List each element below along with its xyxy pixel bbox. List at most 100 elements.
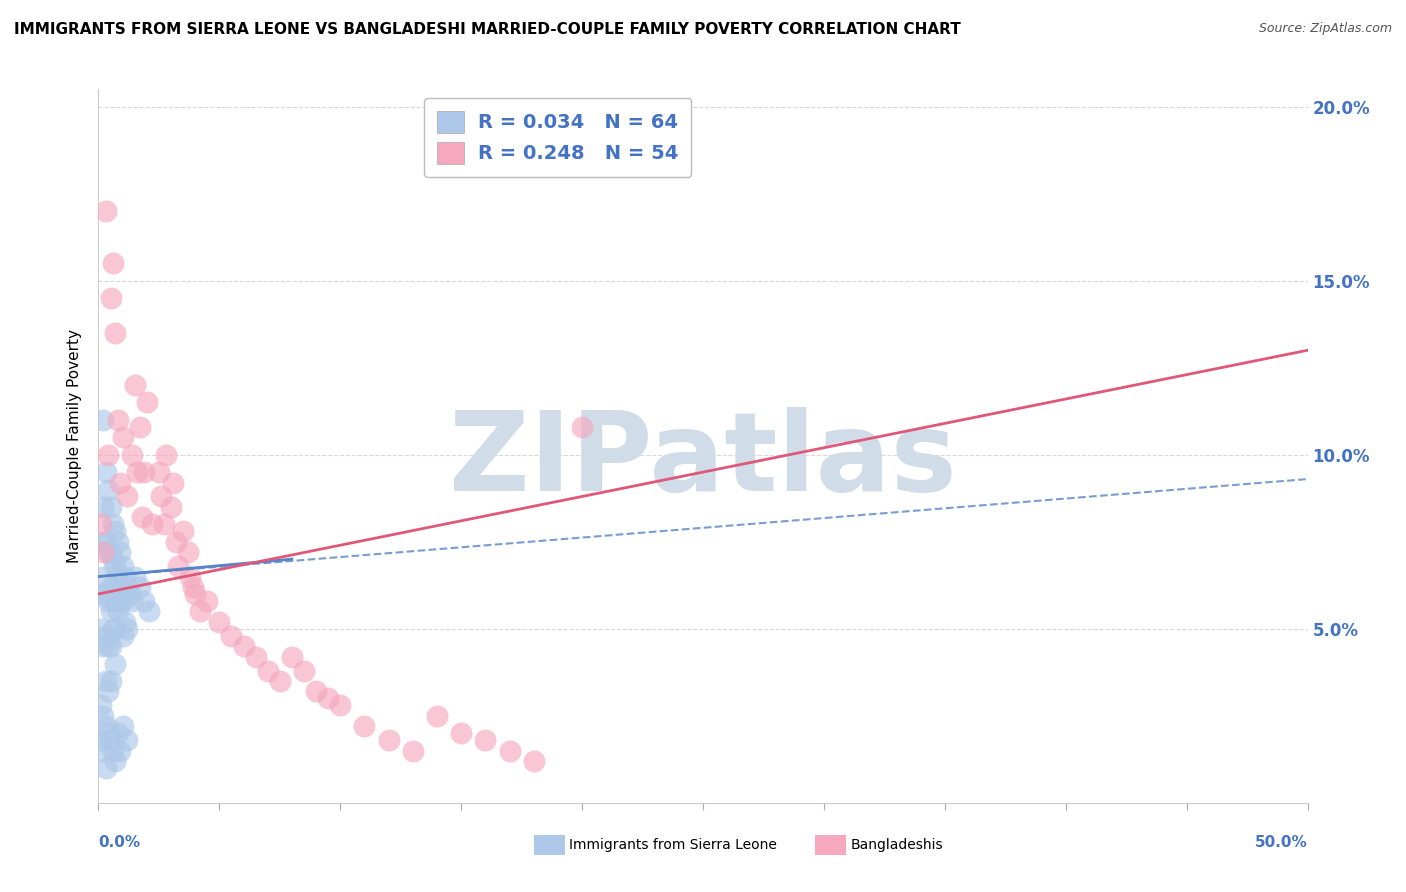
- Point: [232, 639, 254, 653]
- Point: [167, 559, 190, 574]
- Point: [91, 500, 114, 514]
- Point: [97, 639, 120, 653]
- Point: [104, 594, 127, 608]
- Point: [292, 664, 315, 678]
- Point: [188, 604, 211, 618]
- Text: Source: ZipAtlas.com: Source: ZipAtlas.com: [1258, 22, 1392, 36]
- Point: [117, 733, 139, 747]
- Point: [181, 580, 204, 594]
- Point: [100, 733, 122, 747]
- Point: [329, 698, 352, 713]
- Point: [256, 664, 278, 678]
- Point: [108, 475, 131, 490]
- Point: [91, 743, 114, 757]
- Point: [124, 569, 146, 583]
- Point: [523, 754, 546, 768]
- Point: [111, 629, 134, 643]
- Point: [90, 517, 112, 532]
- Point: [97, 483, 120, 497]
- Point: [117, 622, 139, 636]
- Point: [107, 534, 129, 549]
- Point: [100, 639, 122, 653]
- Point: [100, 291, 122, 305]
- Point: [97, 726, 120, 740]
- Point: [91, 569, 114, 583]
- Point: [107, 604, 129, 618]
- Point: [111, 719, 134, 733]
- Point: [121, 448, 143, 462]
- Point: [128, 420, 150, 434]
- Point: [148, 465, 170, 479]
- Point: [90, 733, 112, 747]
- Point: [426, 708, 449, 723]
- Point: [353, 719, 375, 733]
- Point: [107, 726, 129, 740]
- Point: [269, 673, 291, 688]
- Point: [100, 580, 122, 594]
- Point: [101, 552, 124, 566]
- Point: [91, 413, 114, 427]
- Point: [94, 719, 117, 733]
- Point: [90, 587, 112, 601]
- Point: [118, 587, 141, 601]
- Point: [104, 622, 127, 636]
- Point: [245, 649, 267, 664]
- Point: [100, 500, 122, 514]
- Point: [127, 465, 149, 479]
- Point: [101, 580, 124, 594]
- Point: [104, 326, 127, 340]
- Point: [90, 698, 112, 713]
- Point: [221, 629, 243, 643]
- Point: [94, 204, 117, 219]
- Point: [138, 604, 160, 618]
- Point: [90, 534, 112, 549]
- Point: [91, 545, 114, 559]
- Point: [377, 733, 399, 747]
- Point: [111, 594, 134, 608]
- Y-axis label: Married-Couple Family Poverty: Married-Couple Family Poverty: [67, 329, 83, 563]
- Point: [184, 587, 207, 601]
- Point: [195, 594, 218, 608]
- Point: [165, 534, 187, 549]
- Point: [104, 524, 127, 539]
- Point: [104, 657, 127, 671]
- Point: [114, 569, 136, 583]
- Point: [94, 534, 117, 549]
- Text: ZIPatlas: ZIPatlas: [449, 407, 957, 514]
- Point: [172, 524, 194, 539]
- Point: [91, 708, 114, 723]
- Point: [107, 569, 129, 583]
- Point: [121, 594, 143, 608]
- Point: [160, 500, 183, 514]
- Point: [208, 615, 231, 629]
- Point: [100, 604, 122, 618]
- Point: [450, 726, 472, 740]
- Point: [281, 649, 304, 664]
- Point: [177, 545, 200, 559]
- Point: [498, 743, 520, 757]
- Point: [155, 448, 177, 462]
- Point: [94, 629, 117, 643]
- Point: [100, 545, 122, 559]
- Point: [94, 761, 117, 775]
- Point: [134, 594, 156, 608]
- Point: [134, 465, 156, 479]
- Point: [97, 594, 120, 608]
- Point: [91, 639, 114, 653]
- Point: [152, 517, 174, 532]
- Point: [571, 420, 593, 434]
- Point: [90, 622, 112, 636]
- Text: Bangladeshis: Bangladeshis: [851, 838, 943, 852]
- Point: [111, 430, 134, 444]
- Point: [104, 754, 127, 768]
- Point: [108, 743, 131, 757]
- Point: [97, 545, 120, 559]
- Point: [108, 594, 131, 608]
- Point: [117, 490, 139, 504]
- Point: [305, 684, 328, 698]
- Point: [117, 580, 139, 594]
- Point: [97, 448, 120, 462]
- Point: [162, 475, 184, 490]
- Point: [128, 580, 150, 594]
- Point: [101, 256, 124, 270]
